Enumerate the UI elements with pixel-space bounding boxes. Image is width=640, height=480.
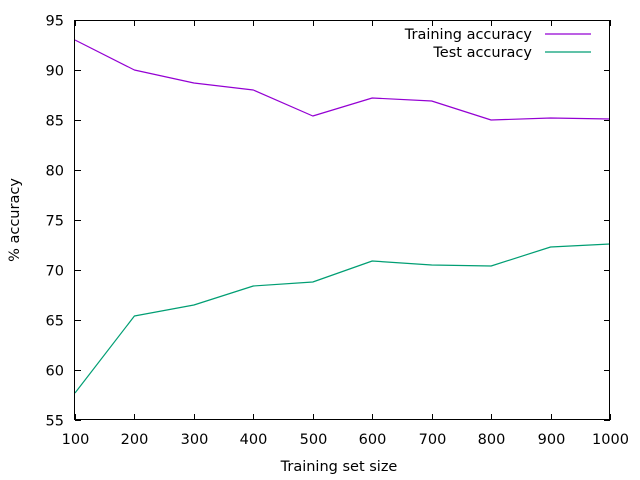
y-tick-label: 80 <box>46 164 64 180</box>
y-tick-label: 95 <box>46 14 64 30</box>
plot-frame <box>74 20 610 420</box>
x-tick-label: 700 <box>419 432 447 448</box>
y-axis-label: % accuracy <box>7 178 23 262</box>
y-tick-label: 85 <box>46 114 64 130</box>
y-tick-label: 75 <box>46 214 64 230</box>
x-tick-label: 1000 <box>592 432 629 448</box>
y-tick-label: 70 <box>46 264 64 280</box>
y-tick-label: 65 <box>46 314 64 330</box>
legend-label-training-accuracy: Training accuracy <box>404 27 533 43</box>
x-tick-label: 400 <box>240 432 268 448</box>
y-tick-label: 60 <box>46 364 64 380</box>
x-tick-label: 300 <box>181 432 209 448</box>
x-axis-label: Training set size <box>280 459 398 475</box>
x-tick-label: 900 <box>538 432 566 448</box>
y-tick-label: 90 <box>46 64 64 80</box>
x-tick-label: 600 <box>359 432 387 448</box>
x-tick-label: 200 <box>121 432 149 448</box>
legend: Training accuracy Test accuracy <box>404 27 591 61</box>
legend-label-test-accuracy: Test accuracy <box>432 45 532 61</box>
series-line-training-accuracy <box>74 39 611 121</box>
x-tick-label: 100 <box>62 432 90 448</box>
series-layer <box>74 39 611 394</box>
x-tick-label: 500 <box>300 432 328 448</box>
y-tick-label: 55 <box>46 414 64 430</box>
ticks-layer: 100 200 300 400 500 600 700 800 900 1000 55 60 65 70 7… <box>46 14 629 449</box>
series-line-test-accuracy <box>74 243 611 394</box>
x-tick-label: 800 <box>478 432 506 448</box>
